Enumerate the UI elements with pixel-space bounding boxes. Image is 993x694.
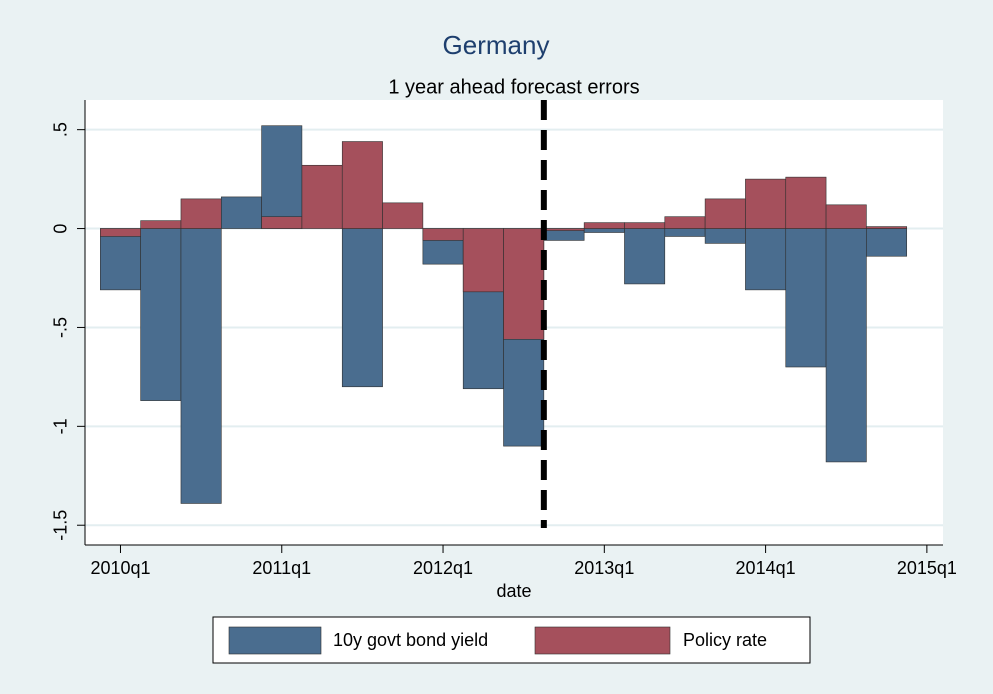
x-axis-title: date bbox=[496, 581, 531, 601]
bar bbox=[825, 204, 867, 229]
y-tick-label: .5 bbox=[51, 122, 71, 137]
legend-label: Policy rate bbox=[683, 630, 767, 650]
bar bbox=[180, 228, 222, 504]
legend-label: 10y govt bond yield bbox=[333, 630, 488, 650]
bar bbox=[422, 228, 464, 241]
bar bbox=[382, 202, 424, 229]
y-tick-label: -1.5 bbox=[51, 510, 71, 541]
y-tick-label: -1 bbox=[51, 418, 71, 434]
legend-swatch bbox=[534, 626, 671, 655]
x-tick-label: 2013q1 bbox=[574, 558, 634, 578]
bar bbox=[301, 164, 343, 229]
bar bbox=[140, 228, 182, 401]
y-tick-label: -.5 bbox=[51, 317, 71, 338]
chart-subtitle: 1 year ahead forecast errors bbox=[388, 76, 639, 98]
bar bbox=[180, 198, 222, 229]
bar bbox=[624, 228, 666, 285]
bar bbox=[503, 228, 545, 340]
bar bbox=[462, 228, 504, 293]
bar bbox=[100, 228, 141, 237]
bar bbox=[543, 228, 585, 231]
y-tick-label: 0 bbox=[51, 224, 71, 234]
bar bbox=[624, 222, 666, 229]
bar bbox=[825, 228, 867, 463]
bar bbox=[866, 228, 908, 257]
bar bbox=[664, 216, 706, 229]
bar bbox=[583, 222, 625, 229]
bar bbox=[100, 228, 141, 291]
bar bbox=[341, 141, 383, 229]
bar bbox=[341, 228, 383, 388]
bar bbox=[261, 125, 303, 229]
legend-swatch bbox=[228, 626, 322, 655]
x-tick-label: 2015q1 bbox=[897, 558, 957, 578]
bar bbox=[745, 178, 787, 229]
x-tick-label: 2011q1 bbox=[252, 558, 311, 578]
bar bbox=[261, 216, 303, 229]
bar bbox=[785, 176, 827, 229]
bar bbox=[745, 228, 787, 291]
x-tick-label: 2010q1 bbox=[90, 558, 150, 578]
x-tick-label: 2014q1 bbox=[736, 558, 796, 578]
x-tick-label: 2012q1 bbox=[413, 558, 473, 578]
bar bbox=[220, 196, 262, 229]
bar bbox=[664, 228, 706, 237]
bar bbox=[704, 228, 746, 244]
bar bbox=[583, 228, 625, 233]
bar bbox=[866, 226, 908, 229]
bar bbox=[704, 198, 746, 229]
bar bbox=[785, 228, 827, 368]
bar bbox=[140, 220, 182, 229]
chart-title: Germany bbox=[443, 30, 550, 60]
